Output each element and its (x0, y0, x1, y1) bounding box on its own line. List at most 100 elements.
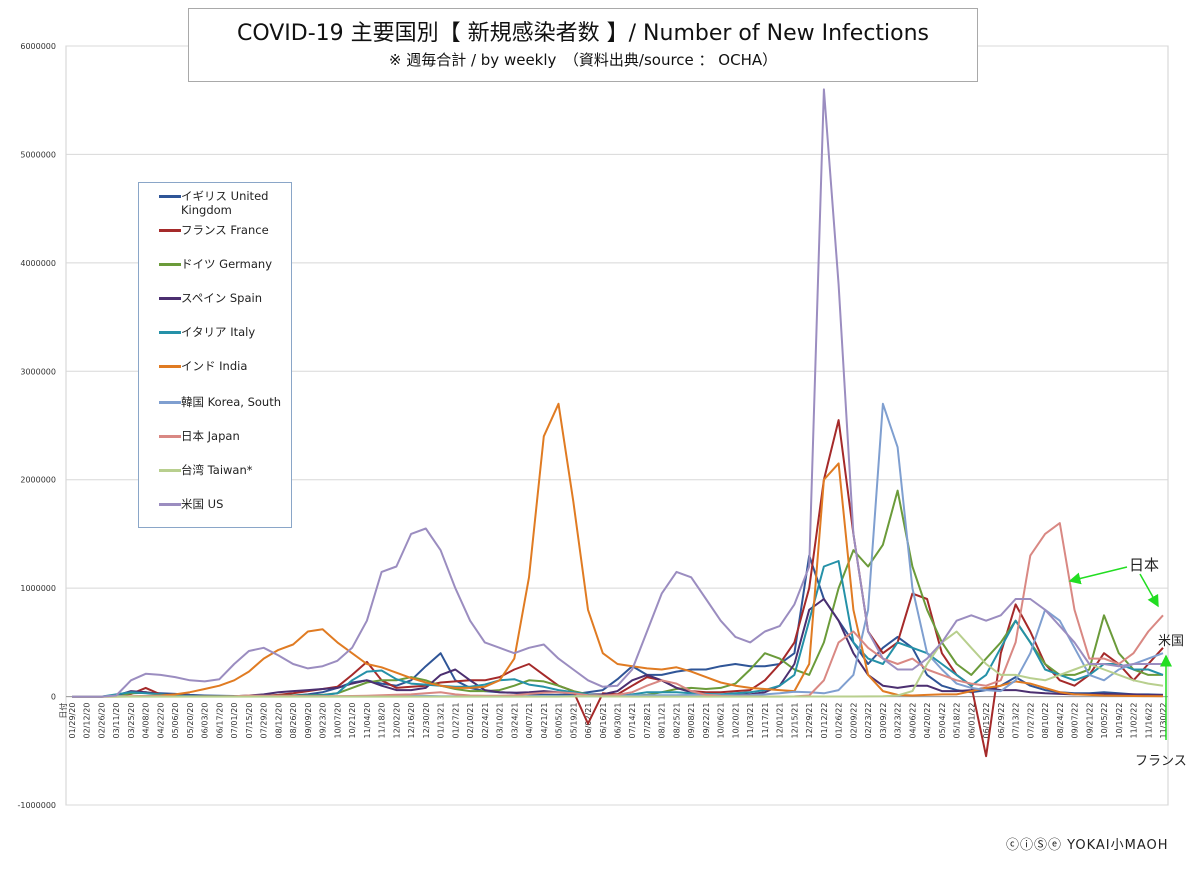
x-tick-label: 03/09/22 (879, 703, 888, 739)
x-tick-label: 02/09/22 (849, 703, 858, 739)
x-tick-label: 01/27/21 (451, 703, 460, 739)
x-tick-label: 06/30/21 (614, 703, 623, 739)
x-tick-label: 12/02/20 (392, 703, 401, 739)
x-tick-label: 12/29/21 (805, 703, 814, 739)
x-tick-label: 10/20/21 (731, 703, 740, 739)
x-tick-label: 07/14/21 (628, 703, 637, 739)
x-tick-label: 09/07/22 (1071, 703, 1080, 739)
x-tick-label: 10/07/20 (333, 703, 342, 739)
x-tick-label: 06/01/22 (967, 703, 976, 739)
x-tick-label: 08/24/22 (1056, 703, 1065, 739)
x-axis-title: 日付 (58, 703, 68, 719)
x-tick-label: 08/11/21 (658, 703, 667, 739)
license-logo: ⓒⓘⓈⓔ YOKAI小MAOH (1006, 838, 1169, 853)
x-tick-label: 03/10/21 (496, 703, 505, 739)
legend-swatch (159, 331, 181, 334)
x-tick-label: 02/23/22 (864, 703, 873, 739)
x-tick-label: 01/12/22 (820, 703, 829, 739)
x-tick-label: 09/22/21 (702, 703, 711, 739)
x-tick-label: 11/30/22 (1159, 703, 1168, 739)
x-tick-label: 11/17/21 (761, 703, 770, 739)
y-tick-label: 5000000 (20, 150, 56, 159)
x-tick-label: 12/15/21 (790, 703, 799, 739)
x-tick-label: 11/03/21 (746, 703, 755, 739)
legend-label: スペイン Spain (181, 291, 262, 305)
legend-swatch (159, 195, 181, 198)
legend-label: 韓国 Korea, South (181, 395, 281, 409)
series-lines (72, 88, 1164, 758)
x-tick-label: 11/16/22 (1144, 703, 1153, 739)
chart-title: COVID-19 主要国別【 新規感染者数 】/ Number of New I… (236, 21, 930, 46)
x-tick-label: 01/29/20 (68, 703, 77, 739)
x-tick-label: 10/19/22 (1115, 703, 1124, 739)
series-line (72, 88, 1163, 698)
x-tick-label: 04/22/20 (156, 703, 165, 739)
x-tick-label: 02/26/20 (97, 703, 106, 739)
x-tick-label: 07/01/20 (230, 703, 239, 739)
x-tick-label: 07/29/20 (260, 703, 269, 739)
x-tick-label: 05/05/21 (555, 703, 564, 739)
legend-label: 日本 Japan (181, 429, 240, 443)
y-axis-ticks: -1000000 0 1000000 2000000 3000000 4000000 500… (17, 42, 56, 810)
x-tick-label: 01/26/22 (835, 703, 844, 739)
x-tick-label: 05/04/22 (938, 703, 947, 739)
x-tick-label: 07/15/20 (245, 703, 254, 739)
y-tick-label: 1000000 (20, 584, 56, 593)
x-tick-label: 11/04/20 (363, 703, 372, 739)
x-tick-label: 01/13/21 (437, 703, 446, 739)
x-tick-label: 06/16/21 (599, 703, 608, 739)
arrow-japan-line (1068, 566, 1128, 585)
annotation-japan: 日本 (1129, 556, 1160, 574)
x-tick-label: 03/11/20 (112, 703, 121, 739)
legend-swatch (159, 365, 181, 368)
x-tick-label: 02/10/21 (466, 703, 475, 739)
x-tick-label: 05/18/22 (953, 703, 962, 739)
x-tick-label: 06/03/20 (201, 703, 210, 739)
x-tick-label: 05/06/20 (171, 703, 180, 739)
series-line (72, 560, 1164, 698)
x-tick-label: 09/23/20 (319, 703, 328, 739)
x-tick-label: 07/27/22 (1026, 703, 1035, 739)
x-tick-label: 06/17/20 (215, 703, 224, 739)
legend-label: フランス France (181, 223, 269, 237)
x-tick-label: 04/21/21 (540, 703, 549, 739)
y-tick-label: -1000000 (17, 801, 56, 810)
x-tick-label: 12/01/21 (776, 703, 785, 739)
x-axis-ticks: 日付 01/29/20 02/12/20 02/26/20 03/11/20 03/25/… (58, 703, 1168, 739)
series-line (72, 554, 1164, 698)
x-tick-label: 10/21/20 (348, 703, 357, 739)
x-tick-label: 04/07/21 (525, 703, 534, 739)
x-tick-label: 11/02/22 (1130, 703, 1139, 739)
x-tick-label: 08/25/21 (672, 703, 681, 739)
legend-swatch (159, 503, 181, 506)
x-tick-label: 04/08/20 (142, 703, 151, 739)
annotation-france: フランス (1135, 754, 1187, 769)
x-tick-label: 06/15/22 (982, 703, 991, 739)
x-tick-label: 05/19/21 (569, 703, 578, 739)
x-tick-label: 09/09/20 (304, 703, 313, 739)
legend-swatch (159, 263, 181, 266)
x-tick-label: 03/24/21 (510, 703, 519, 739)
x-tick-label: 10/05/22 (1100, 703, 1109, 739)
x-tick-label: 12/30/20 (422, 703, 431, 739)
annotation-us: 米国 (1158, 634, 1185, 649)
x-tick-label: 04/06/22 (908, 703, 917, 739)
legend: イギリス United Kingdom フランス France ドイツ German… (138, 182, 292, 528)
x-tick-label: 04/20/22 (923, 703, 932, 739)
legend-label: イタリア Italy (181, 325, 256, 339)
legend-label: イギリス United Kingdom (181, 189, 269, 217)
legend-swatch (159, 435, 181, 438)
x-tick-label: 05/20/20 (186, 703, 195, 739)
x-tick-label: 07/28/21 (643, 703, 652, 739)
annotation-arrows (1068, 566, 1172, 740)
series-line (72, 598, 1163, 698)
x-tick-label: 08/26/20 (289, 703, 298, 739)
chart-subtitle: ※ 週毎合計 / by weekly （資料出典/source ： OCHA） (388, 51, 778, 69)
x-tick-label: 10/06/21 (717, 703, 726, 739)
x-tick-label: 03/25/20 (127, 703, 136, 739)
x-tick-label: 07/13/22 (1012, 703, 1021, 739)
legend-swatch (159, 229, 181, 232)
x-tick-label: 02/12/20 (83, 703, 92, 739)
y-tick-label: 2000000 (20, 476, 56, 485)
